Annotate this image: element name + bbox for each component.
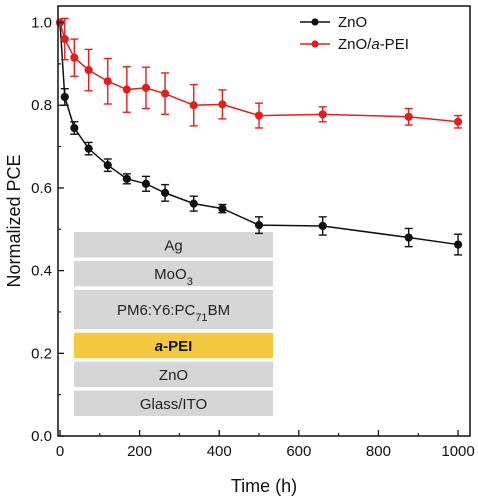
data-point xyxy=(160,188,170,197)
plot-frame xyxy=(57,5,471,437)
series-line xyxy=(59,22,459,246)
data-point xyxy=(160,89,170,98)
data-point xyxy=(84,144,93,153)
x-tick-label: 600 xyxy=(286,443,311,460)
layer-2 xyxy=(74,289,273,330)
device-structure-inset: Ag MoO3 PM6:Y6:PC71BM a-PEI ZnO Glass/ITO xyxy=(74,232,273,417)
layer-label: PM6:Y6:PC71BM xyxy=(117,302,230,324)
data-point xyxy=(453,240,463,249)
y-tick-label: 0.8 xyxy=(31,97,52,114)
data-point xyxy=(70,123,79,133)
data-point xyxy=(103,161,112,170)
x-tick-label: 1000 xyxy=(441,443,474,460)
data-point xyxy=(141,179,151,188)
legend-entry-0: ZnO xyxy=(338,14,367,31)
layer-0 xyxy=(74,232,273,258)
x-axis-label: Time (h) xyxy=(231,476,297,496)
data-point xyxy=(318,110,327,119)
layer-5 xyxy=(74,390,273,417)
y-tick-label: 0.0 xyxy=(31,428,52,445)
data-series xyxy=(55,17,463,256)
data-point xyxy=(404,112,413,121)
data-point xyxy=(218,204,227,213)
data-point xyxy=(254,221,264,230)
data-point xyxy=(318,221,327,231)
layer-label: MoO3 xyxy=(154,266,193,288)
layer-4 xyxy=(74,361,273,388)
layer-label: Glass/ITO xyxy=(140,396,207,413)
legend-marker xyxy=(311,18,319,26)
legend-marker xyxy=(311,40,319,48)
data-point xyxy=(70,53,79,62)
x-tick-label: 200 xyxy=(127,443,152,460)
data-point xyxy=(60,34,69,44)
data-point xyxy=(189,101,198,110)
layer-1 xyxy=(74,260,273,287)
legend-entry-1: ZnO/a-PEI xyxy=(338,36,409,53)
series-1 xyxy=(55,17,463,129)
data-point xyxy=(60,92,69,102)
data-point xyxy=(453,117,463,126)
data-point xyxy=(141,83,151,92)
data-point xyxy=(404,233,413,242)
legend: ZnO ZnO/a-PEI xyxy=(300,14,409,53)
layer-label: a-PEI xyxy=(155,338,193,355)
data-point xyxy=(254,111,264,120)
layer-label: Ag xyxy=(164,237,182,254)
layer-label: ZnO xyxy=(159,367,188,384)
data-point xyxy=(84,65,93,75)
y-tick-label: 0.2 xyxy=(31,345,52,362)
y-tick-label: 0.6 xyxy=(31,180,52,197)
data-point xyxy=(189,199,198,208)
data-point xyxy=(122,85,131,94)
series-0 xyxy=(55,18,463,256)
y-axis-label: Normalized PCE xyxy=(4,154,24,287)
data-point xyxy=(218,100,227,109)
axes: 0 200 400 600 800 1000 0.0 0.2 0.4 0.6 0.8 1.0 xyxy=(31,5,475,460)
layer-3 xyxy=(74,332,273,359)
y-tick-label: 1.0 xyxy=(31,15,52,32)
data-point xyxy=(122,174,131,183)
data-point xyxy=(103,77,112,86)
x-tick-label: 0 xyxy=(56,443,64,460)
x-tick-label: 800 xyxy=(366,443,391,460)
y-tick-label: 0.4 xyxy=(31,263,52,280)
x-tick-label: 400 xyxy=(207,443,232,460)
